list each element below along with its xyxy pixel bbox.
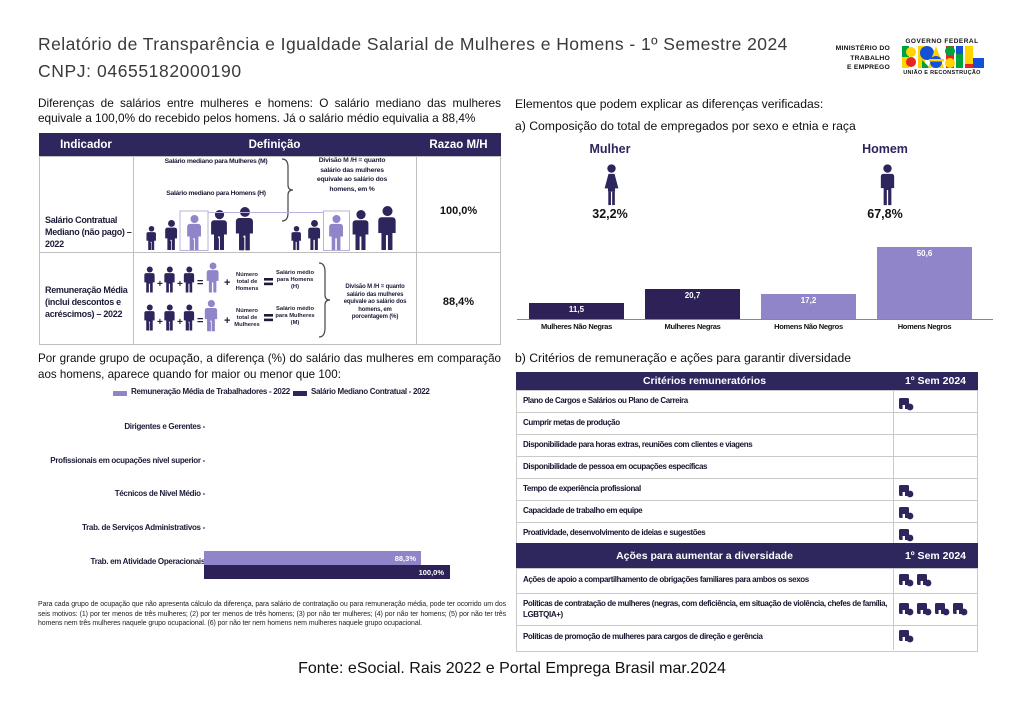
svg-text:=: = xyxy=(197,277,203,289)
svg-text:+: + xyxy=(224,277,230,289)
svg-text:+: + xyxy=(177,317,183,328)
svg-text:+: + xyxy=(157,317,163,328)
svg-text:+: + xyxy=(157,279,163,290)
svg-text:+: + xyxy=(224,315,230,327)
svg-text:+: + xyxy=(177,279,183,290)
svg-text:=: = xyxy=(197,315,203,327)
